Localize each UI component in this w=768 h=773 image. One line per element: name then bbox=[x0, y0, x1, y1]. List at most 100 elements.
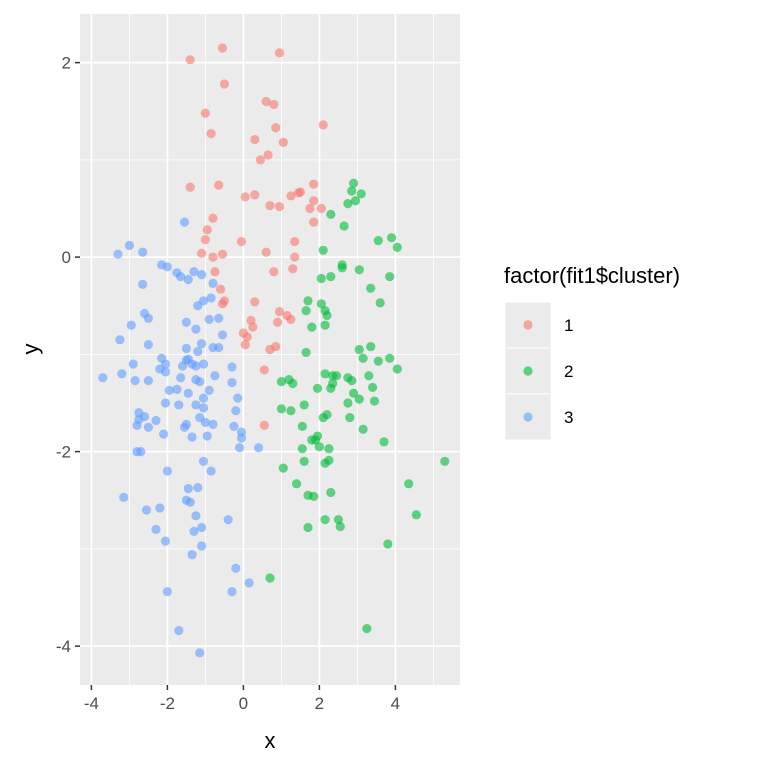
data-point-cluster-3 bbox=[223, 515, 233, 525]
data-point-cluster-3 bbox=[160, 398, 171, 408]
data-point-cluster-3 bbox=[119, 492, 129, 502]
data-point-cluster-3 bbox=[198, 359, 209, 369]
data-point-cluster-3 bbox=[195, 648, 205, 658]
x-tick-label: -4 bbox=[84, 694, 99, 713]
data-point-cluster-2 bbox=[335, 521, 345, 532]
data-point-cluster-1 bbox=[238, 328, 248, 338]
data-point-cluster-2 bbox=[375, 298, 385, 308]
data-point-cluster-1 bbox=[200, 108, 210, 118]
data-point-cluster-3 bbox=[162, 262, 172, 272]
data-point-cluster-1 bbox=[214, 180, 224, 190]
data-point-cluster-3 bbox=[204, 314, 214, 324]
data-point-cluster-1 bbox=[197, 248, 207, 258]
data-point-cluster-1 bbox=[309, 217, 319, 227]
data-point-cluster-3 bbox=[138, 279, 148, 289]
data-point-cluster-2 bbox=[265, 573, 275, 583]
y-tick-label: 0 bbox=[62, 248, 71, 267]
data-point-cluster-2 bbox=[379, 437, 389, 447]
data-point-cluster-2 bbox=[278, 463, 288, 473]
data-point-cluster-2 bbox=[354, 344, 364, 355]
data-point-cluster-3 bbox=[189, 267, 199, 277]
data-point-cluster-3 bbox=[176, 271, 186, 282]
data-point-cluster-3 bbox=[206, 293, 216, 303]
data-point-cluster-3 bbox=[208, 278, 218, 288]
data-point-cluster-2 bbox=[411, 510, 421, 520]
data-point-cluster-3 bbox=[254, 443, 264, 453]
data-point-cluster-2 bbox=[320, 369, 330, 379]
data-point-cluster-3 bbox=[151, 415, 161, 426]
data-point-cluster-1 bbox=[309, 196, 319, 206]
legend-swatch-1 bbox=[523, 320, 533, 330]
data-point-cluster-2 bbox=[318, 245, 328, 255]
data-point-cluster-2 bbox=[347, 376, 357, 386]
data-point-cluster-2 bbox=[276, 376, 286, 387]
data-point-cluster-3 bbox=[98, 373, 108, 383]
data-point-cluster-1 bbox=[274, 306, 285, 317]
data-point-cluster-1 bbox=[208, 213, 218, 223]
data-point-cluster-3 bbox=[136, 447, 146, 457]
data-point-cluster-3 bbox=[126, 320, 136, 330]
data-point-cluster-3 bbox=[191, 511, 201, 521]
data-point-cluster-3 bbox=[164, 385, 174, 395]
grid bbox=[80, 14, 460, 685]
data-point-cluster-2 bbox=[286, 406, 296, 416]
data-point-cluster-2 bbox=[392, 242, 402, 252]
data-point-cluster-1 bbox=[271, 123, 281, 133]
data-point-cluster-2 bbox=[366, 283, 376, 293]
data-point-cluster-3 bbox=[244, 578, 254, 588]
data-point-cluster-2 bbox=[440, 456, 450, 466]
data-point-cluster-3 bbox=[132, 420, 142, 430]
data-point-cluster-3 bbox=[178, 361, 188, 371]
data-point-cluster-3 bbox=[229, 421, 239, 431]
data-point-cluster-3 bbox=[143, 313, 153, 323]
data-point-cluster-2 bbox=[297, 444, 307, 454]
data-point-cluster-2 bbox=[301, 347, 311, 358]
x-tick-label: -2 bbox=[160, 694, 175, 713]
data-point-cluster-2 bbox=[350, 196, 361, 206]
data-point-cluster-2 bbox=[354, 394, 364, 404]
data-point-cluster-1 bbox=[217, 249, 228, 259]
data-point-cluster-2 bbox=[288, 378, 298, 389]
data-point-cluster-2 bbox=[320, 320, 330, 330]
data-point-cluster-2 bbox=[385, 271, 395, 282]
data-point-cluster-3 bbox=[227, 362, 237, 372]
data-point-cluster-1 bbox=[316, 203, 326, 214]
data-point-cluster-3 bbox=[214, 313, 224, 323]
data-point-cluster-2 bbox=[297, 421, 307, 431]
data-point-cluster-3 bbox=[206, 466, 216, 476]
data-point-cluster-3 bbox=[162, 466, 172, 476]
data-point-cluster-2 bbox=[373, 235, 383, 246]
data-point-cluster-3 bbox=[231, 563, 241, 573]
data-point-cluster-2 bbox=[316, 299, 326, 309]
axes: -4 -2 0 2 4 -4 -2 0 2 bbox=[56, 54, 400, 713]
data-point-cluster-3 bbox=[231, 406, 241, 416]
data-point-cluster-1 bbox=[290, 252, 300, 262]
data-point-cluster-1 bbox=[185, 182, 195, 192]
data-point-cluster-3 bbox=[193, 482, 203, 493]
data-point-cluster-2 bbox=[307, 322, 317, 332]
data-point-cluster-3 bbox=[151, 524, 161, 535]
data-point-cluster-2 bbox=[347, 186, 357, 196]
data-point-cluster-3 bbox=[115, 335, 125, 345]
data-point-cluster-3 bbox=[210, 371, 220, 381]
data-point-cluster-3 bbox=[189, 526, 199, 536]
data-point-cluster-2 bbox=[312, 383, 323, 393]
data-point-cluster-2 bbox=[326, 209, 336, 219]
legend-label-3: 3 bbox=[564, 408, 573, 427]
x-tick-label: 4 bbox=[391, 694, 400, 713]
data-point-cluster-2 bbox=[320, 515, 330, 525]
data-point-cluster-1 bbox=[259, 420, 269, 430]
data-point-cluster-3 bbox=[172, 384, 182, 394]
data-point-cluster-3 bbox=[183, 274, 193, 285]
data-point-cluster-3 bbox=[181, 317, 191, 327]
data-point-cluster-1 bbox=[250, 190, 260, 200]
data-point-cluster-3 bbox=[204, 385, 214, 395]
data-point-cluster-1 bbox=[273, 317, 283, 327]
data-point-cluster-2 bbox=[314, 442, 324, 452]
data-point-cluster-1 bbox=[263, 150, 273, 160]
y-tick-label: 2 bbox=[62, 54, 71, 73]
data-point-cluster-1 bbox=[288, 264, 298, 274]
data-point-cluster-2 bbox=[366, 341, 376, 352]
data-point-cluster-1 bbox=[217, 299, 228, 309]
data-point-cluster-1 bbox=[206, 129, 216, 139]
